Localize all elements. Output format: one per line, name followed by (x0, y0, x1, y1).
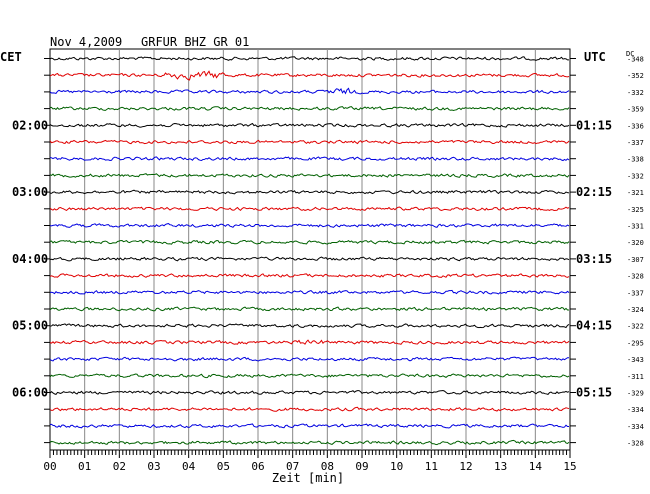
x-tick-label: 00 (43, 460, 56, 473)
dc-offset-label: -321 (627, 189, 644, 197)
x-tick-label: 13 (494, 460, 507, 473)
dc-offset-label: -337 (627, 289, 644, 297)
x-axis-title: Zeit [min] (272, 471, 344, 485)
seismic-trace (49, 439, 570, 446)
right-timezone-label: UTC (584, 50, 606, 64)
chart-station: GRFUR BHZ GR 01 (141, 35, 249, 49)
seismic-trace (49, 373, 570, 379)
left-hour-label: 05:00 (12, 319, 48, 333)
right-hour-label: 05:15 (576, 386, 612, 400)
dc-column-label: DC (626, 50, 634, 58)
x-tick-label: 15 (563, 460, 576, 473)
seismic-trace (49, 239, 570, 245)
x-tick-label: 14 (529, 460, 543, 473)
seismic-trace (49, 406, 570, 412)
left-hour-label: 02:00 (12, 118, 48, 132)
dc-offset-label: -352 (627, 72, 644, 80)
seismic-trace (49, 289, 570, 295)
x-tick-label: 07 (286, 460, 299, 473)
seismic-trace (49, 70, 570, 81)
dc-offset-label: -348 (627, 56, 644, 64)
seismic-trace (49, 139, 570, 145)
dc-offset-label: -311 (627, 373, 644, 381)
x-tick-label: 09 (355, 460, 368, 473)
dc-offset-label: -328 (627, 273, 644, 281)
dc-offset-label: -359 (627, 106, 644, 114)
seismic-trace (49, 273, 570, 278)
seismic-trace (49, 306, 570, 312)
x-tick-label: 02 (113, 460, 126, 473)
dc-offset-label: -320 (627, 239, 644, 247)
left-hour-label: 03:00 (12, 185, 48, 199)
dc-offset-label: -334 (627, 423, 644, 431)
seismic-trace (49, 390, 570, 395)
right-hour-label: 02:15 (576, 185, 612, 199)
grid-lines (49, 48, 571, 458)
x-tick-label: 05 (217, 460, 230, 473)
dc-offset-label: -338 (627, 156, 644, 164)
right-hour-label: 04:15 (576, 319, 612, 333)
seismic-trace (49, 156, 570, 162)
left-hour-label: 04:00 (12, 252, 48, 266)
dc-offset-label: -331 (627, 223, 644, 231)
seismic-trace (49, 106, 570, 111)
seismic-trace (49, 323, 570, 329)
x-tick-label: 12 (459, 460, 472, 473)
seismic-trace (49, 339, 570, 345)
x-tick-label: 04 (182, 460, 196, 473)
seismic-trace (49, 56, 570, 61)
dc-offset-label: -334 (627, 406, 644, 414)
x-tick-label: 03 (147, 460, 160, 473)
dc-offset-label: -295 (627, 339, 644, 347)
dc-offset-label: -324 (627, 306, 644, 314)
x-tick-label: 11 (425, 460, 438, 473)
x-tick-label: 08 (321, 460, 334, 473)
seismic-trace (49, 356, 570, 362)
seismic-trace (49, 206, 570, 212)
seismic-trace (49, 423, 570, 429)
seismic-trace (49, 256, 570, 262)
chart-date: Nov 4,2009 (50, 35, 122, 49)
x-tick-label: 10 (390, 460, 403, 473)
left-timezone-label: CET (0, 50, 22, 64)
dc-offset-label: -332 (627, 89, 644, 97)
dc-offset-label: -328 (627, 440, 644, 448)
seismic-trace (49, 122, 570, 128)
trace-group (44, 56, 576, 446)
x-tick-label: 06 (251, 460, 264, 473)
dc-offset-label: -336 (627, 122, 644, 130)
left-hour-label: 06:00 (12, 386, 48, 400)
x-tick-label: 01 (78, 460, 91, 473)
dc-offset-label: -343 (627, 356, 644, 364)
seismic-trace (49, 173, 570, 178)
right-hour-label: 01:15 (576, 118, 612, 132)
dc-offset-label: -307 (627, 256, 644, 264)
right-hour-label: 03:15 (576, 252, 612, 266)
dc-offset-label: -337 (627, 139, 644, 147)
dc-offset-label: -325 (627, 206, 644, 214)
dc-offset-label: -332 (627, 172, 644, 180)
label-group: 00 01 02 03 04 05 06 07 08 09 10 11 12 13 14 15 -348 -352… (12, 56, 644, 474)
seismic-trace (49, 189, 570, 195)
seismic-trace (49, 87, 570, 95)
dc-offset-label: -329 (627, 390, 644, 398)
dc-offset-label: -322 (627, 323, 644, 331)
seismic-trace (49, 223, 570, 228)
